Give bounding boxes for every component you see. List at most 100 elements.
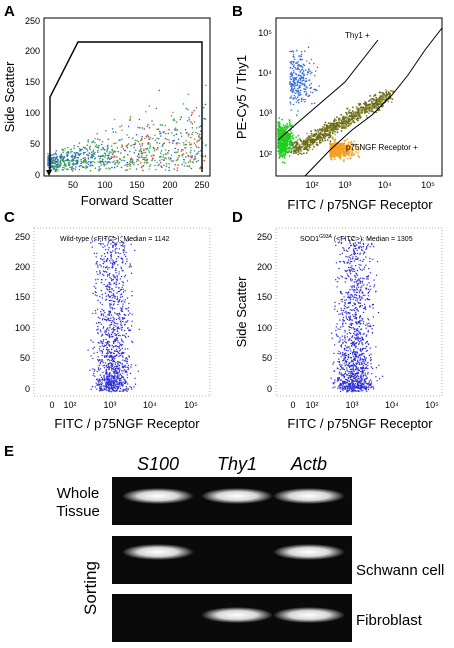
scatter-dot	[112, 358, 114, 360]
scatter-dot	[121, 296, 124, 298]
scatter-dot	[100, 314, 103, 316]
tick-label: 200	[25, 46, 40, 56]
scatter-dot	[84, 161, 87, 164]
scatter-dot	[191, 133, 193, 136]
scatter-dot	[387, 100, 390, 103]
scatter-dot	[361, 336, 363, 338]
scatter-dot	[118, 347, 121, 349]
scatter-dot	[334, 133, 336, 136]
scatter-dot	[87, 139, 89, 141]
panel-c-label: C	[4, 209, 15, 226]
scatter-dot	[106, 376, 108, 378]
scatter-dot	[339, 388, 341, 390]
scatter-dot	[313, 102, 316, 104]
scatter-dot	[97, 138, 99, 140]
panel-c-plot	[33, 227, 211, 397]
scatter-dot	[103, 364, 106, 366]
scatter-dot	[349, 254, 351, 257]
scatter-dot	[97, 360, 100, 362]
scatter-dot	[101, 259, 104, 261]
scatter-dot	[129, 161, 131, 163]
scatter-dot	[110, 283, 112, 285]
scatter-dot	[355, 258, 358, 261]
scatter-dot	[310, 86, 313, 89]
scatter-dot	[135, 160, 138, 163]
scatter-dot	[111, 262, 113, 265]
scatter-dot	[127, 320, 129, 322]
scatter-dot	[92, 292, 94, 295]
scatter-dot	[345, 111, 347, 114]
scatter-dot	[291, 91, 294, 94]
scatter-dot	[100, 360, 103, 362]
scatter-dot	[188, 119, 191, 121]
scatter-dot	[158, 163, 160, 166]
scatter-dot	[129, 116, 132, 118]
scatter-dot	[152, 123, 155, 126]
scatter-dot	[164, 124, 166, 127]
scatter-dot	[149, 143, 151, 145]
scatter-dot	[331, 122, 333, 125]
scatter-dot	[121, 329, 123, 331]
scatter-dot	[359, 277, 362, 279]
scatter-dot	[361, 320, 363, 322]
scatter-dot	[115, 365, 118, 368]
scatter-dot	[309, 139, 312, 142]
scatter-dot	[109, 296, 112, 298]
scatter-dot	[295, 68, 297, 70]
scatter-dot	[101, 351, 104, 353]
scatter-dot	[186, 120, 189, 122]
scatter-dot	[314, 133, 316, 136]
scatter-dot	[156, 128, 158, 131]
scatter-dot	[109, 307, 111, 309]
panel-d-frame	[275, 227, 443, 397]
scatter-dot	[355, 311, 357, 313]
scatter-dot	[298, 77, 301, 80]
scatter-dot	[100, 385, 102, 387]
scatter-dot	[278, 121, 281, 124]
scatter-dot	[163, 159, 166, 161]
scatter-dot	[114, 374, 116, 376]
scatter-dot	[364, 342, 367, 344]
scatter-dot	[340, 346, 343, 348]
scatter-dot	[109, 272, 111, 275]
scatter-dot	[111, 156, 113, 158]
scatter-dot	[131, 162, 134, 164]
scatter-dot	[360, 286, 362, 289]
scatter-dot	[333, 370, 336, 372]
scatter-dot	[108, 366, 110, 369]
scatter-dot	[297, 87, 299, 90]
scatter-dot	[299, 152, 301, 155]
scatter-dot	[168, 141, 171, 144]
scatter-dot	[344, 357, 347, 359]
scatter-dot	[337, 328, 339, 330]
scatter-dot	[60, 159, 62, 162]
scatter-dot	[67, 150, 69, 153]
scatter-dot	[350, 296, 352, 299]
scatter-dot	[327, 136, 330, 139]
scatter-dot	[349, 145, 352, 147]
scatter-dot	[347, 116, 350, 119]
scatter-dot	[378, 378, 381, 380]
scatter-dot	[96, 252, 98, 255]
scatter-dot	[297, 101, 300, 104]
scatter-dot	[84, 147, 86, 150]
scatter-dot	[123, 149, 126, 152]
scatter-dot	[105, 370, 107, 372]
scatter-dot	[323, 123, 326, 126]
scatter-dot	[293, 82, 296, 84]
scatter-dot	[280, 141, 282, 144]
scatter-dot	[349, 371, 352, 373]
scatter-dot	[282, 154, 285, 156]
scatter-dot	[126, 258, 128, 260]
scatter-dot	[119, 298, 121, 301]
scatter-dot	[309, 72, 312, 75]
scatter-dot	[108, 378, 111, 381]
scatter-dot	[127, 348, 129, 350]
scatter-dot	[336, 323, 338, 325]
scatter-dot	[77, 145, 79, 148]
scatter-dot	[293, 142, 295, 145]
scatter-dot	[137, 140, 140, 143]
scatter-dot	[279, 143, 282, 146]
scatter-dot	[378, 364, 380, 366]
scatter-dot	[120, 374, 123, 377]
